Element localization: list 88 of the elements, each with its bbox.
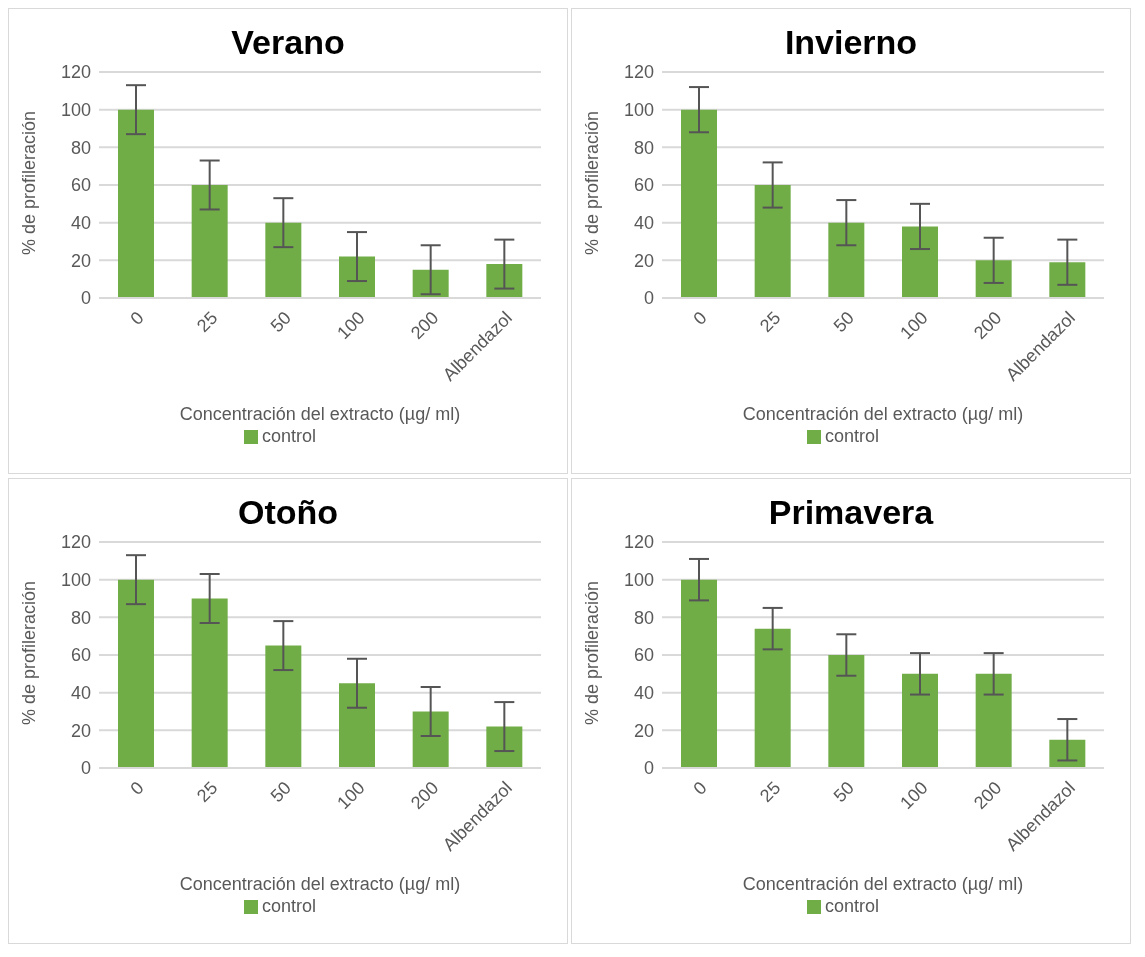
y-tick-label: 40 bbox=[633, 213, 654, 234]
legend-label: control bbox=[261, 426, 317, 446]
x-tick-label: 25 bbox=[193, 777, 222, 807]
legend-label: control bbox=[824, 426, 880, 446]
x-tick-label: 50 bbox=[829, 777, 859, 807]
y-axis-title: % de profileración bbox=[19, 580, 40, 725]
bar bbox=[191, 185, 228, 298]
bar bbox=[486, 264, 523, 298]
x-tick-label: 0 bbox=[126, 777, 148, 799]
y-tick-label: 80 bbox=[633, 137, 654, 158]
y-tick-label: 0 bbox=[80, 288, 91, 309]
y-tick-label: 120 bbox=[623, 62, 654, 83]
x-tick-label: 100 bbox=[896, 307, 932, 344]
y-tick-label: 20 bbox=[633, 250, 654, 271]
y-tick-label: 40 bbox=[70, 213, 91, 234]
chart-title: Verano bbox=[230, 23, 346, 62]
y-tick-label: 60 bbox=[70, 645, 91, 666]
y-tick-label: 60 bbox=[633, 175, 654, 196]
legend-label: control bbox=[824, 896, 880, 916]
x-tick-label: 100 bbox=[896, 777, 932, 814]
x-tick-label: 25 bbox=[756, 307, 785, 337]
x-tick-label: 200 bbox=[406, 307, 443, 344]
y-tick-label: 120 bbox=[60, 532, 91, 553]
bar bbox=[754, 628, 791, 768]
bar bbox=[412, 269, 449, 298]
x-tick-label: 0 bbox=[126, 307, 148, 329]
bar bbox=[754, 185, 791, 298]
y-axis-title: % de profileración bbox=[582, 580, 603, 725]
y-tick-label: 120 bbox=[623, 532, 654, 553]
y-tick-label: 120 bbox=[60, 62, 91, 83]
y-tick-label: 60 bbox=[70, 175, 91, 196]
bar bbox=[118, 109, 154, 298]
x-tick-label: 100 bbox=[333, 777, 369, 814]
y-tick-label: 100 bbox=[60, 100, 91, 121]
x-tick-label: 50 bbox=[266, 777, 296, 807]
bar bbox=[412, 711, 449, 768]
bar bbox=[486, 726, 523, 768]
x-tick-label: 0 bbox=[689, 307, 711, 329]
x-tick-label: 0 bbox=[689, 777, 711, 799]
y-tick-label: 100 bbox=[623, 570, 654, 591]
x-tick-label: 25 bbox=[193, 307, 222, 337]
y-tick-label: 20 bbox=[70, 250, 91, 271]
bar bbox=[681, 579, 717, 768]
bar bbox=[339, 683, 375, 768]
x-axis-title: Concentración del extracto (µg/ ml) bbox=[742, 874, 1024, 894]
x-tick-label: 50 bbox=[266, 307, 296, 337]
x-tick-label: 25 bbox=[756, 777, 785, 807]
chart-title: Primavera bbox=[767, 493, 935, 532]
x-tick-label: 200 bbox=[969, 777, 1006, 814]
y-tick-label: 20 bbox=[633, 720, 654, 741]
x-tick-label: 200 bbox=[969, 307, 1006, 344]
bar bbox=[191, 598, 228, 768]
bar bbox=[828, 655, 865, 768]
x-axis-title: Concentración del extracto (µg/ ml) bbox=[179, 404, 461, 424]
x-tick-label: 100 bbox=[333, 307, 369, 344]
y-tick-label: 0 bbox=[80, 758, 91, 779]
bar bbox=[339, 256, 375, 298]
y-axis-title: % de profileración bbox=[19, 110, 40, 255]
chart-title: Otoño bbox=[236, 493, 340, 532]
y-tick-label: 40 bbox=[633, 683, 654, 704]
chart-title: Invierno bbox=[783, 23, 919, 62]
bar bbox=[118, 579, 154, 768]
x-tick-label: 200 bbox=[406, 777, 443, 814]
y-tick-label: 100 bbox=[60, 570, 91, 591]
y-tick-label: 80 bbox=[70, 137, 91, 158]
bar bbox=[681, 109, 717, 298]
x-axis-title: Concentración del extracto (µg/ ml) bbox=[742, 404, 1024, 424]
y-tick-label: 0 bbox=[643, 288, 654, 309]
y-tick-label: 100 bbox=[623, 100, 654, 121]
y-tick-label: 0 bbox=[643, 758, 654, 779]
x-axis-title: Concentración del extracto (µg/ ml) bbox=[179, 874, 461, 894]
y-tick-label: 60 bbox=[633, 645, 654, 666]
bar bbox=[1049, 739, 1086, 768]
bar bbox=[1049, 262, 1086, 298]
bar bbox=[265, 222, 302, 298]
legend-label: control bbox=[261, 896, 317, 916]
bar bbox=[902, 226, 938, 298]
y-tick-label: 80 bbox=[633, 607, 654, 628]
bar bbox=[265, 645, 302, 768]
y-tick-label: 40 bbox=[70, 683, 91, 704]
bar bbox=[975, 260, 1012, 298]
bar bbox=[828, 222, 865, 298]
y-tick-label: 20 bbox=[70, 720, 91, 741]
x-tick-label: 50 bbox=[829, 307, 859, 337]
bar bbox=[975, 673, 1012, 768]
bar bbox=[902, 673, 938, 768]
y-tick-label: 80 bbox=[70, 607, 91, 628]
y-axis-title: % de profileración bbox=[582, 110, 603, 255]
